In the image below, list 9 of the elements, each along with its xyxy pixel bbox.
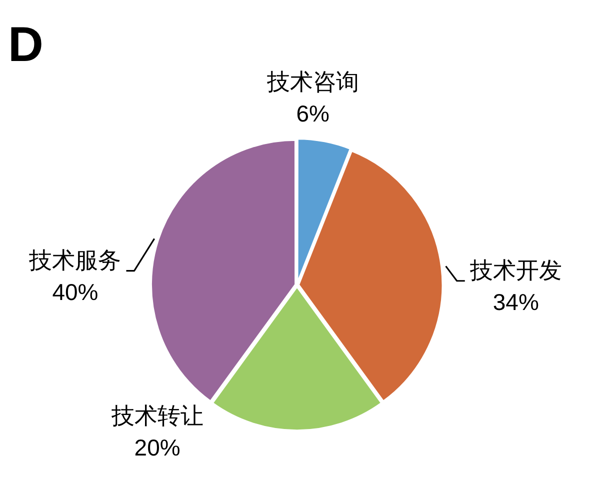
slice-label: 技术转让	[110, 402, 204, 429]
data-label: 40%	[52, 279, 98, 306]
data-label: 6%	[296, 100, 330, 127]
data-label: 34%	[492, 289, 539, 316]
slice-label: 技术咨询	[266, 68, 359, 95]
data-label: 20%	[134, 434, 180, 461]
slice-label: 技术开发	[468, 257, 562, 284]
chart-title: D	[8, 18, 44, 72]
slice-label: 技术服务	[28, 247, 122, 274]
